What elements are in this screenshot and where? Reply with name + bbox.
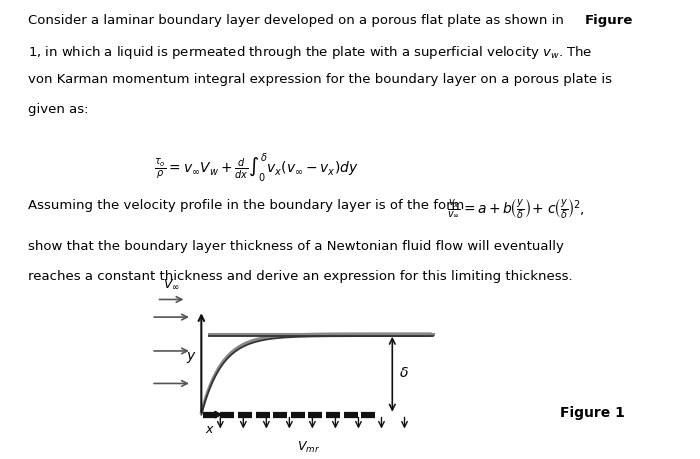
- Text: $\frac{\tau_o}{\rho} = v_\infty V_w + \frac{d}{dx}\int_0^\delta v_x\left(v_\inft: $\frac{\tau_o}{\rho} = v_\infty V_w + \f…: [154, 151, 358, 184]
- Text: von Karman momentum integral expression for the boundary layer on a porous plate: von Karman momentum integral expression …: [28, 73, 612, 86]
- Text: reaches a constant thickness and derive an expression for this limiting thicknes: reaches a constant thickness and derive …: [28, 270, 573, 283]
- Text: show that the boundary layer thickness of a Newtonian fluid flow will eventually: show that the boundary layer thickness o…: [28, 240, 564, 253]
- Text: 1, in which a liquid is permeated through the plate with a superficial velocity : 1, in which a liquid is permeated throug…: [28, 44, 592, 61]
- Text: $x$: $x$: [205, 423, 215, 436]
- Text: Figure: Figure: [584, 14, 633, 27]
- Text: $\delta$: $\delta$: [399, 366, 409, 380]
- Text: Assuming the velocity profile in the boundary layer is of the form: Assuming the velocity profile in the bou…: [28, 199, 464, 212]
- Text: $y$: $y$: [186, 350, 197, 365]
- Text: $\frac{v_x}{v_\infty} = a + b\!\left(\frac{y}{\delta}\right)\!+\,c\!\left(\frac{: $\frac{v_x}{v_\infty} = a + b\!\left(\fr…: [447, 197, 584, 221]
- Text: Consider a laminar boundary layer developed on a porous flat plate as shown in: Consider a laminar boundary layer develo…: [28, 14, 568, 27]
- Text: given as:: given as:: [28, 103, 88, 116]
- Text: Figure 1: Figure 1: [560, 406, 625, 420]
- Text: $V_{\infty}$: $V_{\infty}$: [163, 278, 180, 291]
- Text: $V_{mr}$: $V_{mr}$: [297, 440, 320, 454]
